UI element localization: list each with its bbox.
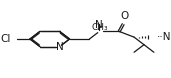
Text: ··NH₂: ··NH₂ (156, 32, 171, 42)
Text: O: O (120, 11, 128, 21)
Text: CH₃: CH₃ (91, 23, 108, 32)
Text: Cl: Cl (1, 34, 11, 44)
Text: N: N (56, 42, 64, 52)
Text: N: N (95, 21, 103, 30)
